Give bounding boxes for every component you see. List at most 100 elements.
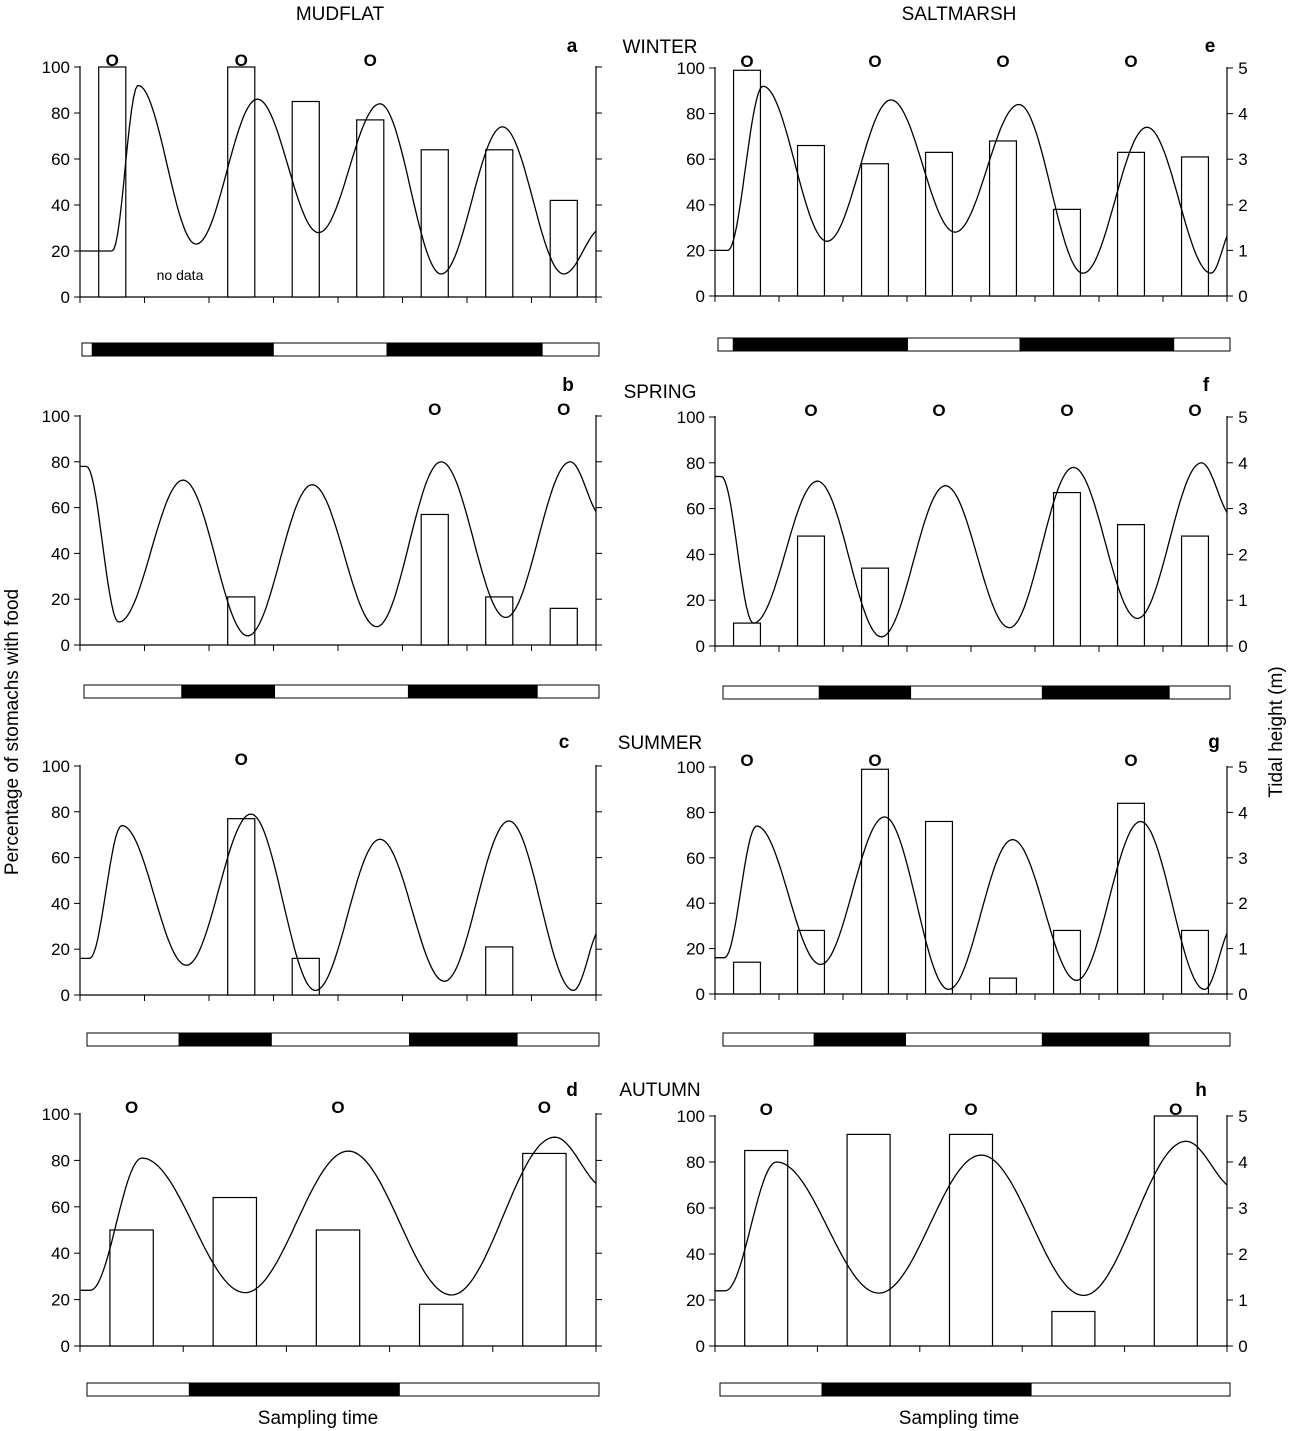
bar: [732, 622, 762, 647]
bar: [846, 1133, 891, 1347]
feeding-marker: O: [1124, 751, 1137, 770]
y-tick-label-left: 80: [686, 1153, 705, 1172]
bar: [1052, 491, 1082, 647]
day-segment: [536, 684, 600, 699]
bar: [924, 820, 954, 995]
y-tick-label-left: 100: [42, 1105, 70, 1124]
day-segment: [274, 684, 409, 699]
night-segment: [1019, 337, 1175, 352]
y-tick-label-right: 1: [1238, 591, 1247, 610]
bar: [212, 1196, 258, 1347]
night-segment: [1041, 1032, 1150, 1047]
night-segment: [732, 337, 908, 352]
bar: [227, 66, 256, 298]
panel-d: 0 20 40 60 80 100 O O Od: [42, 1080, 602, 1397]
tide-line: [715, 816, 1228, 991]
feeding-marker: O: [1188, 401, 1201, 420]
y-tick-label-left: 0: [61, 288, 70, 307]
day-segment: [270, 1032, 411, 1047]
y-tick-label-left: 40: [686, 894, 705, 913]
y-tick-label-left: 20: [686, 591, 705, 610]
bar: [796, 929, 826, 995]
feeding-marker: O: [1169, 1100, 1182, 1119]
feeding-marker: O: [331, 1098, 344, 1117]
y-tick-label-right: 4: [1238, 803, 1247, 822]
season-title-summer: SUMMER: [618, 733, 702, 754]
night-segment: [178, 1032, 272, 1047]
y-tick-label-right: 3: [1238, 150, 1247, 169]
panel-letter: d: [566, 1080, 578, 1101]
bar: [1180, 156, 1210, 297]
feeding-marker: O: [538, 1098, 551, 1117]
y-tick-label-right: 4: [1238, 454, 1247, 473]
y-tick-label-left: 20: [51, 940, 70, 959]
bar: [420, 149, 449, 298]
y-tick-label-right: 5: [1238, 758, 1247, 777]
y-tick-label-left: 100: [42, 58, 70, 77]
day-segment: [398, 1382, 600, 1397]
bar: [988, 977, 1018, 995]
bar: [860, 567, 890, 647]
y-tick-label-left: 20: [51, 590, 70, 609]
bar: [485, 596, 514, 646]
panel-letter: g: [1208, 732, 1220, 753]
feeding-marker: O: [1060, 401, 1073, 420]
tide-line: [80, 84, 597, 275]
y-tick-label-right: 5: [1238, 408, 1247, 427]
bar: [356, 119, 385, 298]
y-tick-label-left: 60: [686, 849, 705, 868]
day-segment: [910, 685, 1043, 700]
y-tick-label-left: 40: [686, 196, 705, 215]
bar: [1180, 929, 1210, 995]
y-tick-label-left: 80: [686, 105, 705, 124]
panel-c: 0 20 40 60 80 100 Oc: [42, 732, 602, 1047]
feeding-marker: O: [868, 52, 881, 71]
feeding-marker: O: [740, 751, 753, 770]
y-tick-label-left: 60: [686, 150, 705, 169]
y-tick-label-left: 40: [686, 1245, 705, 1264]
column-title-saltmarsh: SALTMARSH: [902, 4, 1017, 25]
night-segment: [407, 684, 538, 699]
feeding-marker: O: [932, 401, 945, 420]
bar: [1180, 535, 1210, 647]
panel-letter: h: [1195, 1080, 1207, 1101]
tide-line: [715, 1140, 1228, 1297]
y-tick-label-right: 2: [1238, 894, 1247, 913]
panel-letter: a: [567, 36, 578, 57]
bar: [227, 818, 256, 996]
bar: [732, 961, 762, 995]
panel-f: 0 20 40 60 80 100 0 1 2 3 4 5 O O O Of: [677, 375, 1248, 700]
y-tick-label-right: 2: [1238, 196, 1247, 215]
y-tick-label-right: 2: [1238, 1245, 1247, 1264]
bar: [291, 100, 320, 298]
day-segment: [1030, 1382, 1231, 1397]
feeding-marker: O: [868, 751, 881, 770]
night-segment: [821, 1382, 1032, 1397]
y-tick-label-right: 3: [1238, 849, 1247, 868]
bar: [549, 199, 578, 298]
y-tick-label-right: 1: [1238, 241, 1247, 260]
bar: [227, 596, 256, 646]
day-segment: [905, 1032, 1043, 1047]
panel-letter: b: [562, 375, 574, 396]
panel-letter: f: [1203, 375, 1210, 396]
y-tick-label-right: 5: [1238, 1107, 1247, 1126]
y-tick-label-left: 60: [51, 150, 70, 169]
day-segment: [1173, 337, 1231, 352]
day-segment: [722, 685, 820, 700]
y-tick-label-left: 100: [42, 757, 70, 776]
night-segment: [181, 684, 276, 699]
bar: [418, 1303, 464, 1347]
bar: [291, 957, 320, 996]
y-tick-label-left: 40: [686, 545, 705, 564]
bar: [744, 1149, 789, 1347]
panel-a: 0 20 40 60 80 100 O O Oa: [42, 36, 602, 357]
bar: [860, 768, 890, 995]
bar: [988, 140, 1018, 297]
feeding-marker: O: [235, 51, 248, 70]
night-segment: [409, 1032, 518, 1047]
tide-line: [715, 462, 1228, 638]
y-tick-label-left: 100: [42, 407, 70, 426]
